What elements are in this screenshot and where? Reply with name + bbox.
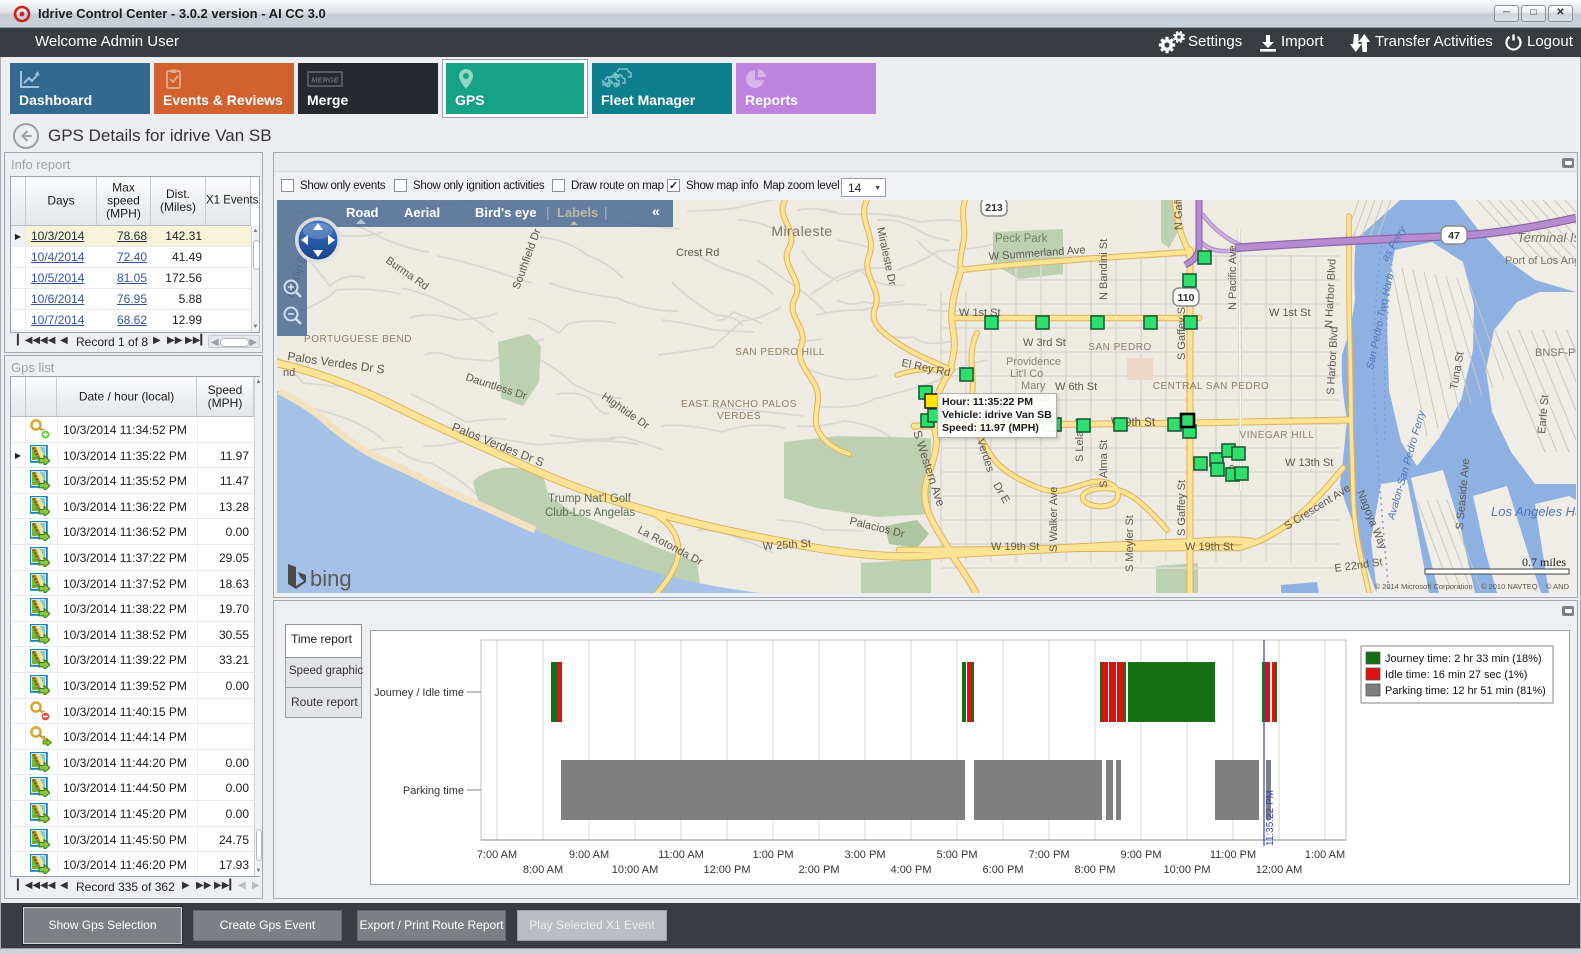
svg-text:N Gaffey Pl: N Gaffey Pl: [1173, 200, 1185, 230]
svg-text:6:00 PM: 6:00 PM: [983, 864, 1024, 876]
svg-text:BNSF-Port: BNSF-Port: [1535, 347, 1576, 359]
svg-text:9:00 PM: 9:00 PM: [1121, 849, 1162, 861]
svg-text:S Alma St: S Alma St: [1098, 440, 1110, 488]
svg-text:MERGE: MERGE: [311, 76, 340, 85]
svg-text:8:00 PM: 8:00 PM: [1075, 864, 1116, 876]
svg-text:W 19th St: W 19th St: [1185, 541, 1233, 553]
svg-text:N Pacific Ave: N Pacific Ave: [1227, 245, 1239, 310]
svg-text:SAN PEDRO HILL: SAN PEDRO HILL: [735, 347, 825, 358]
svg-text:0.7 miles: 0.7 miles: [1522, 555, 1566, 569]
svg-text:S Gaffey St: S Gaffey St: [1176, 480, 1188, 536]
svg-text:Peck Park: Peck Park: [995, 233, 1048, 245]
svg-text:12:00 PM: 12:00 PM: [703, 864, 750, 876]
svg-text:W 13th St: W 13th St: [1285, 457, 1333, 469]
svg-text:Providence: Providence: [1006, 356, 1061, 368]
svg-text:W 6th St: W 6th St: [1055, 381, 1097, 393]
svg-text:S Harbor Blvd: S Harbor Blvd: [1325, 326, 1341, 395]
svg-text:Parking time: 12 hr 51 min (81: Parking time: 12 hr 51 min (81%): [1385, 685, 1546, 697]
svg-text:SAN PEDRO: SAN PEDRO: [1088, 342, 1151, 353]
svg-text:CENTRAL SAN PEDRO: CENTRAL SAN PEDRO: [1153, 381, 1269, 392]
svg-text:S Walker Ave: S Walker Ave: [1048, 487, 1060, 552]
svg-text:1:00 AM: 1:00 AM: [1305, 849, 1345, 861]
svg-text:S Gaffey S: S Gaffey S: [1176, 307, 1188, 360]
svg-text:7:00 AM: 7:00 AM: [477, 849, 517, 861]
svg-text:Journey time: 2 hr 33 min (18%: Journey time: 2 hr 33 min (18%): [1385, 653, 1542, 665]
svg-text:2:00 PM: 2:00 PM: [799, 864, 840, 876]
svg-text:bing: bing: [310, 566, 352, 591]
svg-text:110: 110: [1178, 292, 1195, 304]
svg-text:1:00 PM: 1:00 PM: [753, 849, 794, 861]
svg-text:213: 213: [985, 202, 1003, 214]
svg-text:VERDES: VERDES: [717, 411, 761, 422]
svg-text:S Meyler St: S Meyler St: [1124, 515, 1136, 572]
svg-text:EAST RANCHO PALOS: EAST RANCHO PALOS: [681, 399, 797, 410]
svg-text:Parking time: Parking time: [403, 785, 464, 797]
svg-text:Idle time: 16 min 27 sec (1%): Idle time: 16 min 27 sec (1%): [1385, 669, 1527, 681]
svg-text:W 1st St: W 1st St: [1269, 307, 1311, 319]
svg-text:12:00 AM: 12:00 AM: [1256, 864, 1302, 876]
svg-text:11:35:22 PM: 11:35:22 PM: [1265, 790, 1276, 846]
svg-text:© 2014 Microsoft Corporation: © 2014 Microsoft Corporation © 2010 NAVT…: [1375, 582, 1570, 591]
svg-text:Terminal Is: Terminal Is: [1517, 230, 1576, 245]
svg-text:VINEGAR HILL: VINEGAR HILL: [1240, 430, 1315, 441]
svg-text:10:00 PM: 10:00 PM: [1163, 864, 1210, 876]
svg-text:Miraleste: Miraleste: [771, 223, 832, 239]
svg-text:Club-Los Angelas: Club-Los Angelas: [545, 507, 635, 519]
svg-text:nd: nd: [283, 367, 295, 379]
svg-text:11:00 PM: 11:00 PM: [1210, 849, 1256, 861]
svg-text:Trump Nat'l Golf: Trump Nat'l Golf: [548, 493, 632, 505]
svg-text:Crest Rd: Crest Rd: [676, 247, 719, 259]
svg-text:W 3rd St: W 3rd St: [1023, 337, 1066, 349]
svg-text:Port of Los Angel: Port of Los Angel: [1505, 255, 1576, 267]
svg-text:5:00 PM: 5:00 PM: [937, 849, 978, 861]
svg-text:W 19th St: W 19th St: [991, 541, 1039, 553]
svg-text:8:00 AM: 8:00 AM: [523, 864, 563, 876]
svg-text:7:00 PM: 7:00 PM: [1029, 849, 1070, 861]
svg-text:Mary: Mary: [1021, 380, 1046, 392]
svg-text:N Bandini St: N Bandini St: [1098, 239, 1110, 300]
svg-text:W 25th St: W 25th St: [762, 538, 811, 553]
svg-text:3:00 PM: 3:00 PM: [845, 849, 886, 861]
svg-text:10:00 AM: 10:00 AM: [612, 864, 658, 876]
svg-text:N Harbor Blvd: N Harbor Blvd: [1323, 259, 1339, 329]
svg-text:47: 47: [1448, 230, 1460, 242]
svg-text:9:00 AM: 9:00 AM: [569, 849, 609, 861]
svg-text:4:00 PM: 4:00 PM: [891, 864, 932, 876]
svg-text:PORTUGUESE BEND: PORTUGUESE BEND: [304, 334, 412, 345]
svg-text:Journey / Idle time: Journey / Idle time: [374, 687, 464, 699]
svg-text:Los Angeles Harb: Los Angeles Harb: [1491, 504, 1576, 519]
svg-text:Earle St: Earle St: [1536, 394, 1551, 434]
svg-text:11:00 AM: 11:00 AM: [658, 849, 704, 861]
svg-text:Lit'l Co: Lit'l Co: [1010, 368, 1043, 380]
